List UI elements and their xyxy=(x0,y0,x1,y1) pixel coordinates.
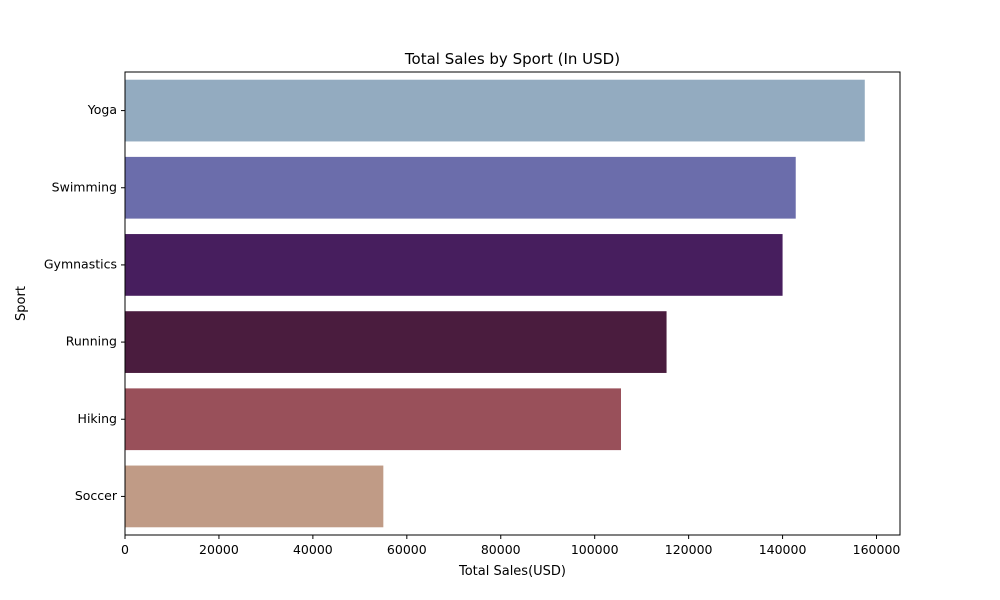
bar-running xyxy=(125,311,667,373)
bar-soccer xyxy=(125,465,384,528)
y-tick-label-yoga: Yoga xyxy=(87,102,117,117)
y-tick-label-swimming: Swimming xyxy=(52,179,117,194)
x-axis-ticks: 0 20000 40000 60000 80000 100000 120000 140000 1… xyxy=(121,535,900,557)
x-tick-label: 100000 xyxy=(571,542,619,557)
bar-yoga xyxy=(125,79,865,142)
y-tick-label-gymnastics: Gymnastics xyxy=(44,256,117,271)
y-tick-label-running: Running xyxy=(66,334,117,349)
chart-title: Total Sales by Sport (In USD) xyxy=(404,50,620,68)
x-tick-label: 20000 xyxy=(199,542,239,557)
y-axis-label: Sport xyxy=(14,286,29,321)
bar-swimming xyxy=(125,156,796,219)
bars-layer xyxy=(125,79,865,528)
y-tick-label-hiking: Hiking xyxy=(78,411,117,426)
x-tick-label: 160000 xyxy=(853,542,901,557)
bar-gymnastics xyxy=(125,234,783,296)
y-tick-label-soccer: Soccer xyxy=(75,488,118,503)
x-tick-label: 120000 xyxy=(665,542,713,557)
x-tick-label: 0 xyxy=(121,542,129,557)
x-tick-label: 40000 xyxy=(293,542,333,557)
plot-frame xyxy=(124,71,901,536)
x-tick-label: 60000 xyxy=(387,542,427,557)
x-tick-label: 80000 xyxy=(481,542,521,557)
bar-hiking xyxy=(125,388,621,451)
x-axis-label: Total Sales(USD) xyxy=(458,564,566,579)
y-axis-ticks: Yoga Swimming Gymnastics Running Hiking Socce… xyxy=(44,102,125,503)
x-tick-label: 140000 xyxy=(759,542,807,557)
